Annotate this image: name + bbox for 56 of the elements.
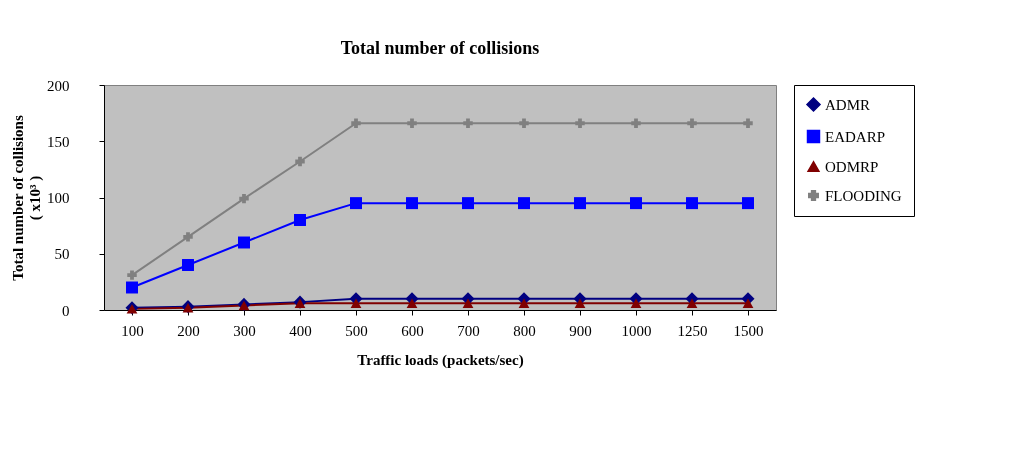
point: [238, 236, 250, 249]
x-tick-label: 800: [513, 322, 536, 339]
y-tick-label: 200: [47, 77, 70, 94]
point: [183, 232, 193, 242]
point: [630, 298, 642, 308]
point: [742, 197, 754, 210]
point: [406, 197, 418, 210]
point: [350, 197, 362, 210]
x-tick-label: 1500: [733, 322, 764, 339]
point: [407, 118, 417, 128]
y-axis-title: Total number of collisions ( x10³ ): [10, 115, 44, 281]
point: [574, 298, 586, 308]
point: [182, 259, 194, 271]
x-tick-label: 100: [121, 322, 144, 339]
y-tick-label: 150: [47, 133, 70, 150]
point: [462, 298, 474, 308]
x-tick-label: 600: [401, 322, 424, 339]
y-tick-label: 100: [47, 190, 70, 206]
x-tick-label: 900: [569, 322, 592, 339]
x-tick-label: 300: [233, 322, 256, 339]
point: [294, 214, 306, 226]
point: [631, 118, 641, 128]
legend-label: ODMRP: [825, 158, 879, 175]
point: [295, 156, 305, 167]
point: [350, 298, 362, 308]
x-tick-label: 500: [345, 322, 368, 339]
point: [742, 298, 754, 308]
point: [630, 197, 642, 210]
point: [406, 298, 418, 308]
point: [239, 193, 249, 204]
point: [126, 281, 138, 294]
point: [462, 197, 474, 210]
point: [686, 298, 698, 308]
point: [127, 270, 137, 280]
point: [463, 118, 473, 128]
y-tick-label: 0: [62, 302, 70, 319]
point: [519, 118, 529, 128]
point: [351, 118, 361, 128]
point: [575, 118, 585, 128]
point: [743, 118, 753, 128]
x-tick-label: 400: [289, 322, 312, 339]
legend-label: ADMR: [825, 96, 871, 113]
chart-title: Total number of collisions: [340, 38, 540, 58]
legend-label: EADARP: [825, 128, 886, 145]
point: [518, 298, 530, 308]
point: [686, 197, 698, 210]
x-tick-label: 700: [457, 322, 480, 339]
x-axis-title: Traffic loads (packets/sec): [357, 351, 524, 369]
point: [574, 197, 586, 210]
point: [518, 197, 530, 210]
point: [687, 118, 697, 128]
y-tick-label: 50: [54, 246, 70, 263]
x-tick-label: 200: [177, 322, 200, 339]
x-tick-label: 1000: [621, 322, 652, 339]
x-tick-label: 1250: [677, 322, 708, 339]
legend-label: FLOODING: [825, 187, 902, 204]
